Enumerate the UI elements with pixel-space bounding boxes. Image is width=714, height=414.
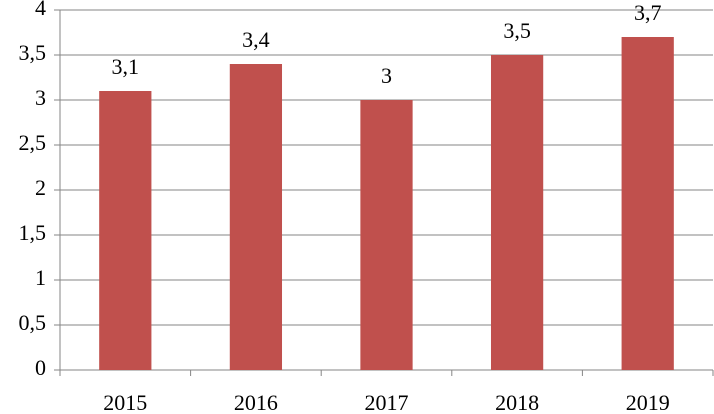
y-tick-label: 0,5 [19,310,47,335]
bar [490,55,544,370]
x-tick-label: 2018 [495,390,539,414]
data-label: 3,7 [634,0,662,25]
x-tick-label: 2015 [103,390,147,414]
data-label: 3 [381,63,392,88]
bar [360,100,413,370]
y-tick-label: 1 [35,265,46,290]
x-tick-label: 2017 [365,390,409,414]
bar [621,37,674,370]
y-tick-label: 1,5 [19,220,47,245]
data-label: 3,4 [242,27,270,52]
data-label: 3,5 [503,18,531,43]
y-tick-label: 0 [35,355,46,380]
bar [99,91,152,370]
x-tick-label: 2019 [626,390,670,414]
y-tick-label: 2 [35,175,46,200]
y-tick-label: 4 [35,0,46,20]
x-tick-label: 2016 [234,390,278,414]
y-tick-label: 3 [35,85,46,110]
data-label: 3,1 [112,54,140,79]
y-tick-label: 2,5 [19,130,47,155]
y-tick-label: 3,5 [19,40,47,65]
bar [229,64,283,370]
